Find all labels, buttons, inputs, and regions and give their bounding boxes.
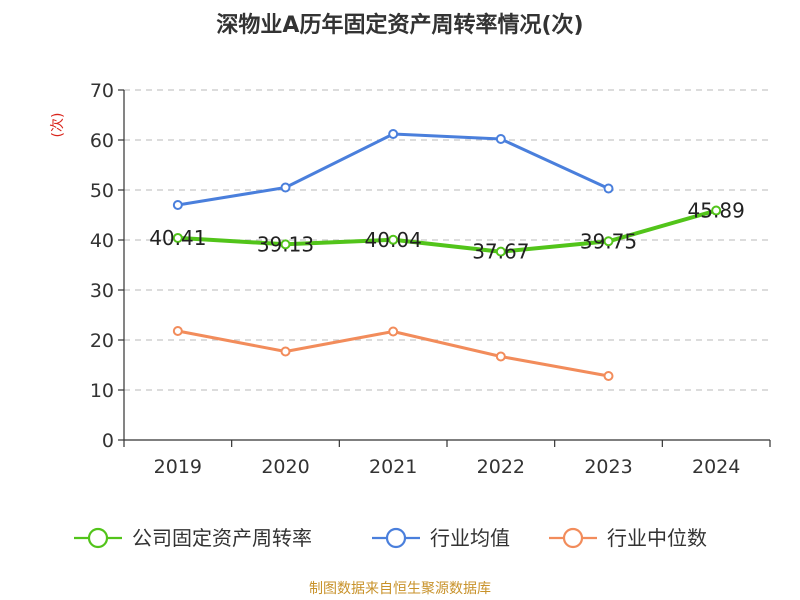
legend-item[interactable]: 公司固定资产周转率 <box>74 526 312 550</box>
data-point <box>280 239 291 250</box>
data-point <box>495 134 506 144</box>
legend-label: 公司固定资产周转率 <box>132 526 312 550</box>
axes: 0 10 20 30 40 50 60 70 2019 2020 2021 2022 2023 2024 <box>90 80 771 478</box>
y-tick-label: 50 <box>90 180 114 202</box>
y-axis-unit: (次) <box>50 113 66 138</box>
x-tick-label: 2022 <box>477 456 525 478</box>
series <box>172 129 722 381</box>
data-point <box>172 200 183 210</box>
grid <box>124 89 770 391</box>
legend-item[interactable]: 行业中位数 <box>549 526 707 550</box>
x-tick-label: 2020 <box>261 456 309 478</box>
data-point <box>388 326 399 337</box>
y-tick-label: 20 <box>90 330 114 352</box>
legend-marker <box>562 527 584 549</box>
data-point <box>172 326 183 336</box>
x-tick-label: 2019 <box>154 456 202 478</box>
legend-label: 行业均值 <box>430 526 510 550</box>
data-point <box>495 246 506 257</box>
series-1 <box>172 129 614 210</box>
series-line <box>176 329 610 378</box>
source-note: 制图数据来自恒生聚源数据库 <box>309 581 491 597</box>
x-tick-label: 2024 <box>692 456 740 478</box>
data-point <box>388 129 399 139</box>
data-point <box>172 232 183 243</box>
y-tick-label: 0 <box>102 430 114 452</box>
data-point <box>603 236 614 247</box>
y-tick-label: 60 <box>90 130 114 152</box>
data-point <box>711 205 722 216</box>
legend-marker <box>385 527 407 549</box>
legend-item[interactable]: 行业均值 <box>372 526 510 550</box>
data-point <box>280 182 291 193</box>
legend[interactable]: 公司固定资产周转率 行业均值 行业中位数 <box>74 526 707 550</box>
legend-label: 行业中位数 <box>607 526 707 550</box>
series-line <box>176 132 610 207</box>
data-labels: 40.41 39.13 40.04 37.67 39.75 45.89 <box>149 199 745 264</box>
series-0 <box>172 205 722 257</box>
y-tick-label: 10 <box>90 380 114 402</box>
data-label: 40.41 <box>149 226 206 250</box>
data-point <box>603 371 614 381</box>
y-tick-label: 40 <box>90 230 114 252</box>
data-point <box>603 183 614 194</box>
data-point <box>495 351 506 362</box>
chart-title: 深物业A历年固定资产周转率情况(次) <box>216 12 583 38</box>
y-tick-label: 70 <box>90 80 114 102</box>
series-line <box>175 208 719 254</box>
series-2 <box>172 326 614 381</box>
data-label: 40.04 <box>365 228 422 252</box>
legend-marker <box>87 527 109 549</box>
x-tick-label: 2023 <box>584 456 632 478</box>
data-point <box>388 234 399 245</box>
data-point <box>280 346 291 357</box>
data-label: 39.75 <box>580 229 637 253</box>
data-label: 39.13 <box>257 232 314 256</box>
data-label: 45.89 <box>688 199 745 223</box>
data-label: 37.67 <box>472 240 529 264</box>
x-tick-label: 2021 <box>369 456 417 478</box>
y-tick-label: 30 <box>90 280 114 302</box>
